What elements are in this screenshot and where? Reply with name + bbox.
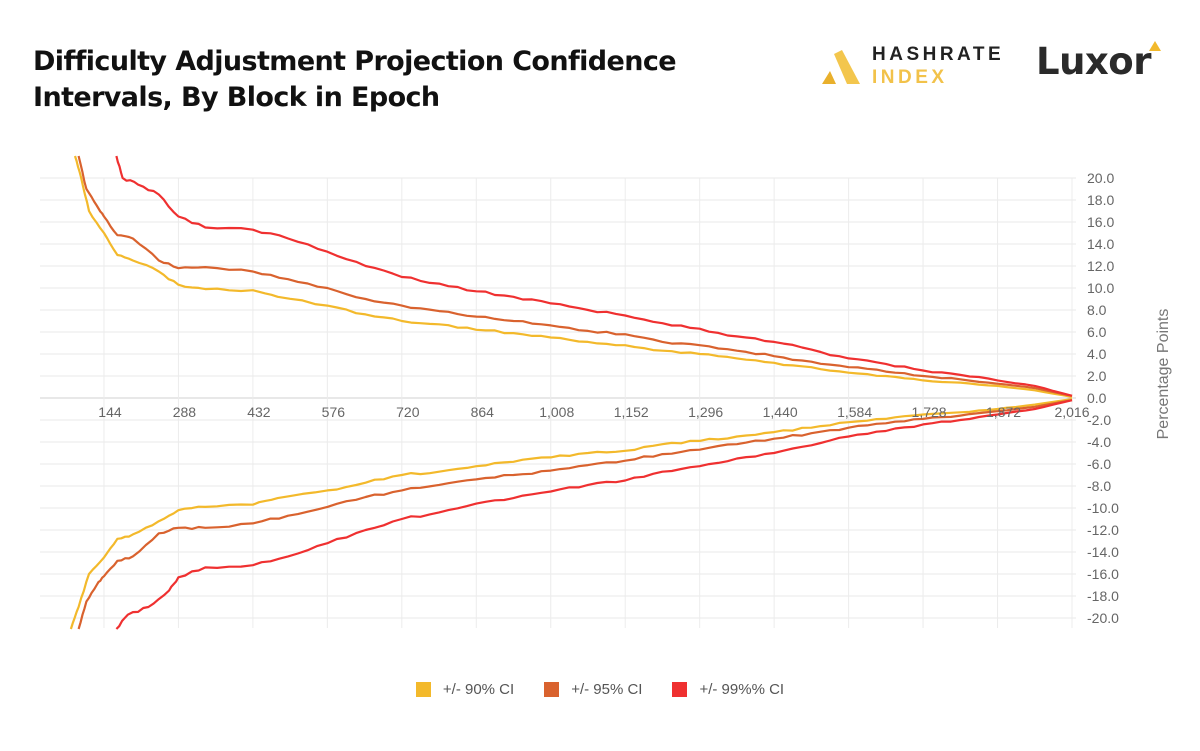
- series-line-90-upper: [73, 155, 1073, 398]
- legend-item-90[interactable]: +/- 90% CI: [415, 681, 515, 698]
- y-tick-label: 6.0: [1087, 324, 1107, 340]
- y-tick-label: -8.0: [1087, 478, 1111, 494]
- y-tick-label: -10.0: [1087, 500, 1119, 516]
- hashrate-word: HASHRATE: [872, 44, 1005, 65]
- y-tick-label: 14.0: [1087, 236, 1114, 252]
- y-tick-label: -20.0: [1087, 610, 1119, 626]
- hashrate-index-logo-icon: [822, 50, 860, 84]
- luxor-word: Luxor: [1036, 40, 1151, 83]
- y-tick-label: 18.0: [1087, 192, 1114, 208]
- x-tick-label: 864: [471, 404, 495, 420]
- legend: +/- 90% CI +/- 95% CI +/- 99%% CI: [0, 681, 1200, 698]
- legend-label-95: +/- 95% CI: [571, 681, 643, 698]
- series-line-99-lower: [115, 399, 1073, 630]
- y-axis-label: Percentage Points: [1155, 309, 1172, 440]
- y-tick-label: 16.0: [1087, 214, 1114, 230]
- y-tick-label: -12.0: [1087, 522, 1119, 538]
- x-tick-label: 432: [247, 404, 271, 420]
- x-tick-label: 144: [98, 404, 122, 420]
- grid: [40, 177, 1076, 628]
- luxor-triangle-icon: [1149, 41, 1161, 51]
- y-tick-label: 20.0: [1087, 170, 1114, 186]
- y-tick-label: 2.0: [1087, 368, 1107, 384]
- y-tick-label: -6.0: [1087, 456, 1111, 472]
- x-tick-label: 576: [322, 404, 346, 420]
- x-tick-label: 1,152: [614, 404, 649, 420]
- x-tick-label: 1,440: [763, 404, 798, 420]
- y-tick-label: 10.0: [1087, 280, 1114, 296]
- legend-item-95[interactable]: +/- 95% CI: [544, 681, 642, 698]
- y-axis: 20.0 18.0 16.0 14.0 12.0 10.0 8.0 6.0 4.0 2.0 0.0 -…: [1087, 170, 1119, 626]
- y-tick-label: 0.0: [1087, 390, 1107, 406]
- y-tick-label: -14.0: [1087, 544, 1119, 560]
- x-axis: 144 288 432 576 720 864 1,008 1,152 1,296 1,440 1,…: [98, 404, 1089, 420]
- y-tick-label: -2.0: [1087, 412, 1111, 428]
- chart-title: Difficulty Adjustment Projection Confide…: [33, 46, 677, 113]
- series-lines: [69, 155, 1073, 630]
- legend-item-99[interactable]: +/- 99%% CI: [672, 681, 784, 698]
- series-line-95-lower: [77, 399, 1073, 630]
- series-line-99-upper: [115, 155, 1073, 397]
- y-tick-label: -4.0: [1087, 434, 1111, 450]
- legend-swatch-90: [415, 682, 431, 697]
- y-tick-label: -18.0: [1087, 588, 1119, 604]
- series-line-90-lower: [69, 398, 1073, 630]
- index-word: INDEX: [872, 67, 948, 88]
- y-tick-label: 8.0: [1087, 302, 1107, 318]
- legend-label-90: +/- 90% CI: [442, 681, 515, 698]
- y-tick-label: 4.0: [1087, 346, 1107, 362]
- series-line-95-upper: [77, 155, 1073, 397]
- x-tick-label: 1,296: [688, 404, 723, 420]
- x-tick-label: 1,728: [912, 404, 947, 420]
- legend-label-99: +/- 99%% CI: [699, 681, 785, 698]
- x-tick-label: 1,872: [986, 404, 1021, 420]
- legend-swatch-99: [672, 682, 688, 697]
- luxor-logo: Luxor: [1036, 40, 1161, 83]
- y-tick-label: 12.0: [1087, 258, 1114, 274]
- y-tick-label: -16.0: [1087, 566, 1119, 582]
- hashrate-index-logo: HASHRATE INDEX: [820, 44, 1001, 90]
- x-tick-label: 720: [396, 404, 420, 420]
- x-tick-label: 1,008: [539, 404, 574, 420]
- legend-swatch-95: [544, 682, 560, 697]
- x-tick-label: 288: [173, 404, 197, 420]
- x-tick-label: 1,584: [837, 404, 872, 420]
- x-tick-label: 2,016: [1054, 404, 1089, 420]
